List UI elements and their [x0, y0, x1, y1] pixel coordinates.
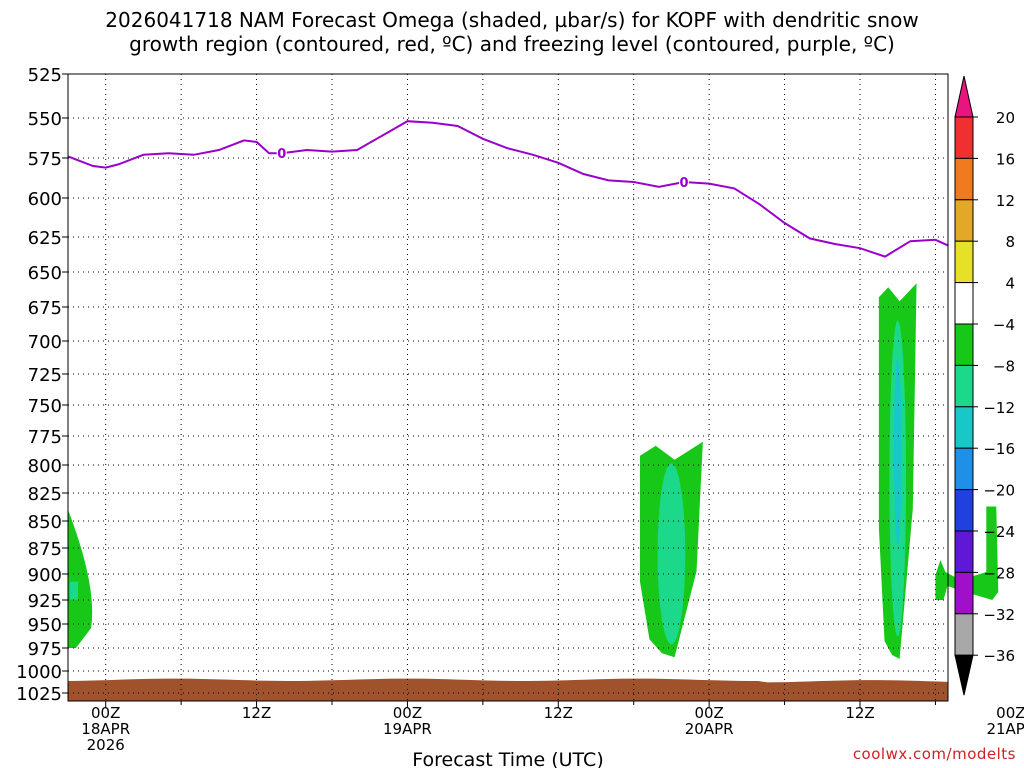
x-tick-label: 12Z — [845, 704, 874, 722]
colorbar-bin — [954, 116, 974, 159]
omega-region-2 — [640, 441, 703, 658]
omega-shading — [68, 283, 999, 660]
y-tick-label: 975 — [28, 639, 62, 660]
colorbar-label: −20 — [983, 482, 1015, 500]
chart-title-line-1: 2026041718 NAM Forecast Omega (shaded, µ… — [105, 8, 919, 32]
colorbar-label: −16 — [983, 440, 1015, 458]
colorbar-bin — [954, 406, 974, 449]
chart-title: 2026041718 NAM Forecast Omega (shaded, µ… — [0, 8, 1024, 56]
omega-region-1-core — [70, 581, 78, 600]
colorbar-bin — [954, 199, 974, 242]
y-tick-label: 725 — [28, 365, 62, 386]
colorbar-label: 12 — [996, 192, 1015, 210]
y-tick-label: 550 — [28, 109, 62, 130]
colorbar-label: −36 — [983, 647, 1015, 665]
y-tick-label: 700 — [28, 332, 62, 353]
chart-title-line-2: growth region (contoured, red, ºC) and f… — [129, 32, 895, 56]
colorbar-label: −8 — [993, 357, 1015, 375]
y-tick-label: 875 — [28, 539, 62, 560]
y-tick-label: 850 — [28, 512, 62, 533]
omega-region-1-outer — [68, 509, 93, 648]
x-tick-label: 12Z — [242, 704, 271, 722]
colorbar-label: −32 — [983, 606, 1015, 624]
y-tick-label: 925 — [28, 591, 62, 612]
freezing-level-label-bg — [679, 174, 689, 190]
freezing-level-label: 0 — [679, 176, 688, 191]
x-tick-label: 21APR — [986, 720, 1024, 738]
x-tick-label: 00Z — [996, 704, 1024, 722]
x-tick-label: 00Z — [393, 704, 422, 722]
plot-frame — [67, 73, 949, 702]
x-tick-label: 20APR — [685, 720, 734, 738]
y-tick-label: 1000 — [16, 662, 62, 683]
colorbar-bin — [954, 240, 974, 284]
colorbar-label: −24 — [983, 523, 1015, 541]
omega-region-4-outer — [935, 506, 999, 600]
watermark: coolwx.com/modelts — [853, 745, 1016, 763]
colorbar-label: −12 — [983, 399, 1015, 417]
x-tick-label: 00Z — [694, 704, 723, 722]
colorbar-bin — [954, 282, 974, 325]
colorbar-label: −4 — [993, 316, 1015, 334]
y-tick-label: 575 — [28, 149, 62, 170]
y-tick-label: 950 — [28, 615, 62, 636]
y-tick-label: 600 — [28, 189, 62, 210]
freezing-level-label: 0 — [277, 147, 286, 162]
x-tick-label: 00Z — [91, 704, 120, 722]
y-tick-label: 775 — [28, 427, 62, 448]
colorbar-label: 20 — [996, 109, 1015, 127]
freezing-level-line — [67, 120, 949, 258]
colorbar-bin — [954, 489, 974, 532]
colorbar-bin — [954, 613, 974, 656]
colorbar-label: 16 — [996, 150, 1015, 168]
omega-region-2-middle — [657, 463, 686, 645]
y-tick-label: 650 — [28, 263, 62, 284]
colorbar-top-arrow — [954, 75, 974, 118]
colorbar-bin — [954, 364, 974, 408]
colorbar-bin — [954, 323, 974, 366]
x-axis-title: Forecast Time (UTC) — [412, 749, 603, 768]
y-tick-label: 625 — [28, 228, 62, 249]
y-tick-label: 900 — [28, 565, 62, 586]
y-tick-label: 750 — [28, 396, 62, 417]
colorbar-bin — [954, 571, 974, 615]
colorbar-bottom-arrow — [954, 654, 974, 696]
omega-region-1 — [68, 509, 93, 648]
y-axis: 525 550 575 600 625 650 675 700 725 750 775 800 825 8… — [16, 65, 68, 705]
colorbar-label: 8 — [1005, 233, 1015, 251]
freezing-level-layer: 00 — [67, 120, 949, 258]
x-tick-label: 18APR — [81, 720, 130, 738]
omega-region-3-core — [893, 358, 902, 547]
y-tick-label: 1025 — [16, 684, 62, 705]
terrain-layer — [68, 678, 948, 701]
omega-region-4 — [935, 506, 999, 600]
omega-region-3 — [878, 283, 917, 660]
colorbar-bin — [954, 530, 974, 573]
y-tick-label: 675 — [28, 298, 62, 319]
colorbar-bin — [954, 157, 974, 201]
colorbar: 20 16 12 8 4 −4 −8 −12 −16 −20 −24 −28 −32 −36 — [954, 75, 1015, 696]
colorbar-label: −28 — [983, 564, 1015, 582]
y-tick-label: 525 — [28, 65, 62, 86]
colorbar-label: 4 — [1005, 275, 1015, 293]
colorbar-bin — [954, 447, 974, 491]
x-tick-label: 19APR — [383, 720, 432, 738]
gridlines — [68, 73, 948, 701]
x-tick-label: 2026 — [87, 736, 125, 754]
y-tick-label: 825 — [28, 484, 62, 505]
y-tick-label: 800 — [28, 456, 62, 477]
freezing-level-label-bg — [276, 145, 287, 162]
terrain-fill — [68, 678, 948, 701]
x-tick-label: 12Z — [544, 704, 573, 722]
